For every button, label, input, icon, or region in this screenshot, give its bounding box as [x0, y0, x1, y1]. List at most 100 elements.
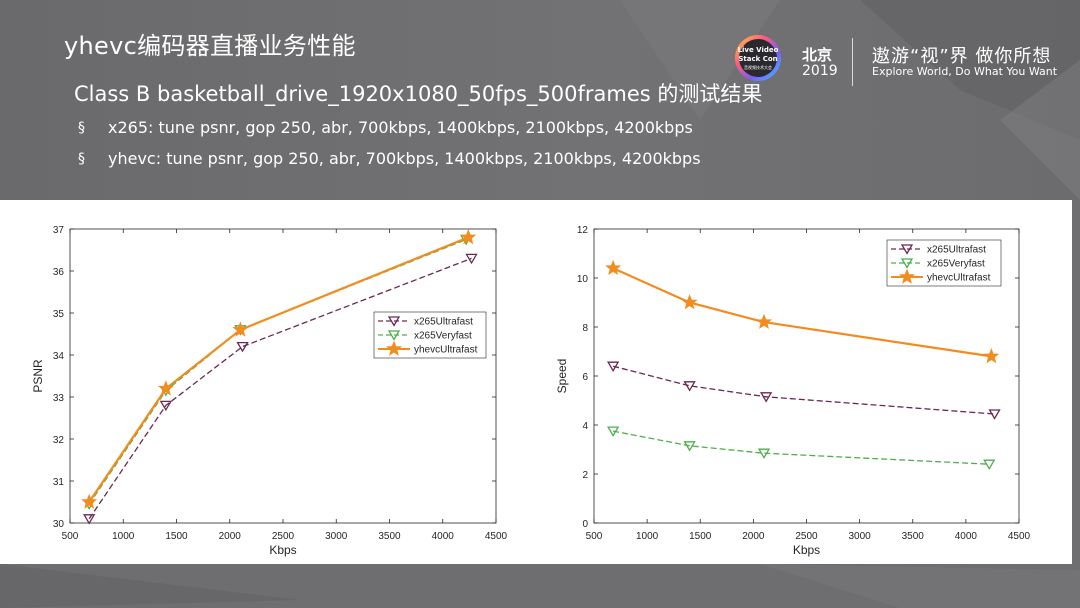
data-point [988, 409, 1001, 420]
x-tick-label: 3000 [325, 531, 348, 542]
series-yhevcUltrafast [81, 229, 477, 509]
legend-label: yhevcUltrafast [927, 273, 991, 284]
data-point [159, 400, 172, 412]
data-point [755, 313, 773, 329]
legend-marker [900, 244, 914, 255]
chart-panel: 500 1000 1500 2000 2500 3000 3500 4000 4500 30 31 3… [0, 200, 1072, 564]
x-tick-label: 500 [586, 531, 603, 542]
data-point [683, 381, 696, 392]
series-yhevcUltrafast [605, 259, 1000, 364]
x-tick-label: 500 [62, 531, 79, 542]
y-tick-label: 36 [53, 267, 65, 278]
x-tick-label: 2500 [795, 531, 818, 542]
data-point [983, 459, 996, 470]
slide-subtitle: Class B basketball_drive_1920x1080_50fps… [74, 82, 763, 106]
y-tick-label: 33 [53, 393, 65, 404]
data-point [983, 347, 1000, 364]
data-point [236, 341, 249, 353]
logo-line-2: Stack Con [738, 55, 777, 63]
logo-line-3: 音视频技术大会 [744, 64, 772, 70]
bullet-mark: § [78, 119, 85, 136]
logo-slogan-cn: 遨游“视”界 做你所想 [872, 46, 1052, 67]
legend-label: x265Veryfast [927, 259, 985, 270]
x-tick-label: 3500 [378, 531, 401, 542]
series-line [88, 236, 469, 503]
y-tick-label: 4 [582, 421, 588, 432]
data-point [606, 361, 620, 372]
data-point [83, 514, 96, 525]
x-tick-label: 3500 [902, 531, 925, 542]
x-tick-label: 2000 [219, 531, 242, 542]
series-x265Ultrafast [606, 361, 1001, 420]
charts-canvas: 500 1000 1500 2000 2500 3000 3500 4000 450030313… [31, 225, 1031, 557]
bullet-text: x265: tune psnr, gop 250, abr, 700kbps, … [108, 118, 693, 137]
legend-label: yhevcUltrafast [414, 345, 478, 356]
bullet-item-yhevc: § yhevc: tune psnr, gop 250, abr, 700kbp… [78, 149, 701, 168]
x-tick-label: 4500 [485, 531, 508, 542]
y-axis-label: Speed [555, 359, 569, 394]
data-point [157, 380, 174, 396]
header-background [0, 0, 1080, 200]
x-tick-label: 2000 [742, 531, 765, 542]
series-line [612, 365, 995, 415]
x-tick-label: 1000 [112, 531, 135, 542]
legend-marker [898, 268, 916, 284]
x-axis-label: Kbps [269, 543, 296, 557]
legend-label: x265Veryfast [414, 331, 472, 342]
y-tick-label: 6 [582, 372, 588, 383]
x-tick-label: 1000 [636, 531, 659, 542]
logo-city: 北京 [802, 46, 833, 64]
y-tick-label: 10 [577, 274, 589, 285]
logo-year: 2019 [802, 63, 838, 79]
x-tick-label: 2500 [272, 531, 295, 542]
y-tick-label: 35 [53, 309, 65, 320]
x-tick-label: 1500 [165, 531, 188, 542]
bullet-text: yhevc: tune psnr, gop 250, abr, 700kbps,… [108, 149, 701, 168]
x-tick-label: 4000 [955, 531, 978, 542]
data-point [232, 321, 249, 337]
data-point [757, 448, 771, 459]
series-x265Veryfast [606, 426, 996, 470]
y-tick-label: 32 [53, 435, 65, 446]
legend-marker [387, 330, 401, 341]
series-line [612, 430, 990, 465]
y-tick-label: 37 [53, 225, 65, 236]
series-x265Ultrafast [83, 253, 478, 525]
y-tick-label: 30 [53, 519, 65, 530]
y-tick-label: 34 [53, 351, 65, 362]
chart-psnr: 500 1000 1500 2000 2500 3000 3500 4000 4500 30 31 3… [31, 225, 508, 557]
x-tick-label: 1500 [689, 531, 712, 542]
logo-slogan-en: Explore World, Do What You Want [872, 65, 1058, 78]
legend: x265Ultrafast x265Veryfast yhevcUltrafast [373, 311, 487, 359]
bullet-item-x265: § x265: tune psnr, gop 250, abr, 700kbps… [78, 118, 693, 137]
series-line [612, 267, 992, 358]
x-tick-label: 4000 [432, 531, 455, 542]
data-point [681, 294, 698, 310]
y-tick-label: 2 [582, 470, 588, 481]
data-point [759, 392, 773, 403]
legend: x265Ultrafast x265Veryfast yhevcUltrafast [886, 239, 1002, 287]
legend-label: x265Ultrafast [927, 245, 986, 256]
y-tick-label: 12 [577, 225, 589, 236]
data-point [81, 493, 98, 509]
data-point [605, 259, 622, 276]
legend-marker [900, 258, 914, 269]
y-tick-label: 0 [582, 519, 588, 530]
series-line [88, 257, 472, 520]
data-point [683, 441, 696, 452]
y-tick-label: 8 [582, 323, 588, 334]
data-point [606, 426, 620, 437]
x-tick-label: 4500 [1008, 531, 1031, 542]
bullet-mark: § [78, 150, 85, 167]
y-axis-label: PSNR [31, 359, 45, 393]
legend-marker [387, 316, 401, 327]
legend-label: x265Ultrafast [414, 317, 473, 328]
chart-speed: 500 1000 1500 2000 2500 3000 3500 4000 4500 0 2 4 6 8… [555, 225, 1031, 557]
logo-line-1: Live Video [738, 46, 779, 54]
logo-divider [852, 38, 853, 86]
slide-title: yhevc编码器直播业务性能 [64, 32, 356, 60]
livevideostackcon-logo: Live Video Stack Con 音视频技术大会 [735, 35, 781, 81]
x-axis-label: Kbps [793, 543, 820, 557]
x-tick-label: 3000 [849, 531, 872, 542]
